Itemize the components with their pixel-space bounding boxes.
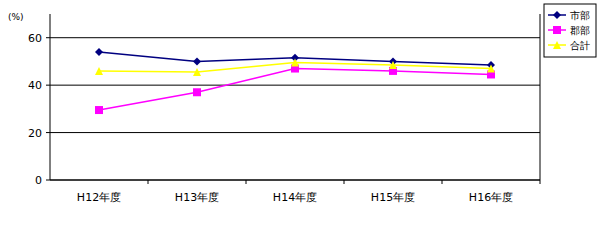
y-label: (%) — [8, 12, 24, 22]
legend-marker — [553, 41, 561, 49]
x-tick — [246, 180, 247, 184]
legend: 市部郡部合計 — [544, 4, 596, 57]
x-tick — [442, 180, 443, 184]
series-line — [99, 69, 491, 111]
x-tick-label: H15年度 — [371, 191, 415, 204]
x-axis — [50, 180, 540, 181]
legend-marker — [553, 26, 561, 34]
series-marker — [95, 106, 103, 114]
legend-label: 市部 — [570, 10, 590, 21]
legend-marker — [553, 11, 561, 19]
y-axis — [50, 14, 51, 180]
grid-line — [50, 85, 540, 86]
y-tick-label: 0 — [35, 174, 42, 187]
series-marker — [95, 48, 103, 56]
x-tick-label: H13年度 — [175, 191, 219, 204]
y-tick-label: 60 — [28, 32, 42, 45]
series-marker — [193, 57, 201, 65]
grid-line — [50, 37, 540, 38]
x-tick-label: H12年度 — [77, 191, 121, 204]
x-tick — [344, 180, 345, 184]
series-marker — [193, 68, 201, 76]
grid-line — [50, 132, 540, 133]
y-tick — [46, 132, 50, 133]
y-tick — [46, 37, 50, 38]
plot-frame — [540, 14, 541, 180]
legend-label: 郡部 — [570, 25, 590, 36]
series-marker — [487, 65, 495, 73]
series-marker — [291, 59, 299, 67]
x-tick-label: H14年度 — [273, 191, 317, 204]
y-tick-label: 40 — [28, 79, 42, 92]
plot-area — [95, 48, 495, 114]
series-marker — [193, 88, 201, 96]
x-tick — [148, 180, 149, 184]
series-marker — [95, 67, 103, 75]
x-tick-label: H16年度 — [469, 191, 513, 204]
y-tick-label: 20 — [28, 127, 42, 140]
y-tick — [46, 180, 50, 181]
legend-label: 合計 — [570, 40, 590, 51]
legend-box — [544, 4, 596, 57]
y-tick — [46, 85, 50, 86]
grid-line — [50, 180, 540, 181]
x-tick — [540, 180, 541, 184]
series-marker — [389, 61, 397, 69]
